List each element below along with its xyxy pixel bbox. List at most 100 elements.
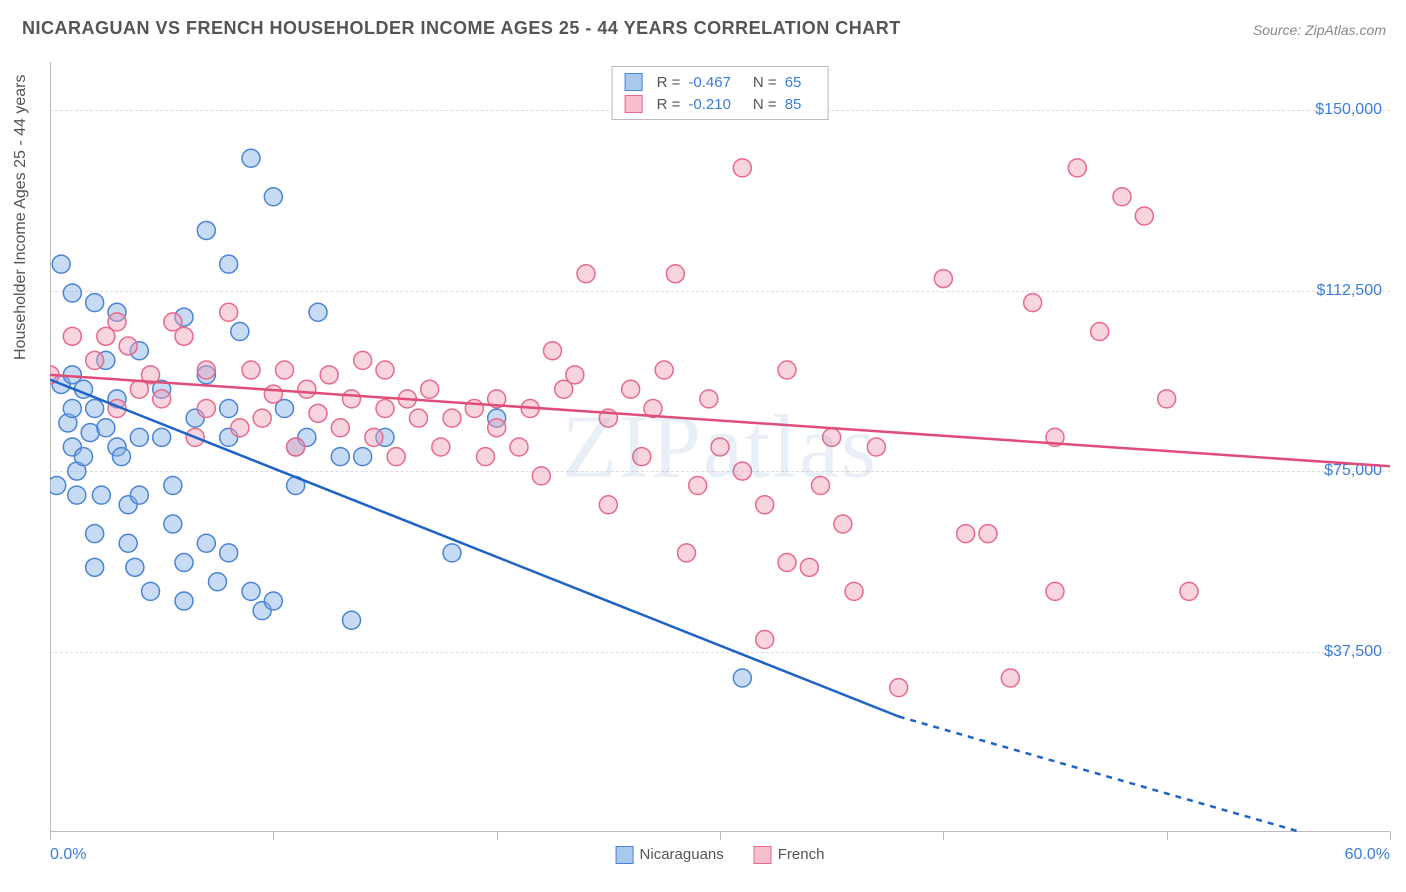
- scatter-point: [50, 477, 66, 495]
- scatter-point: [231, 419, 249, 437]
- scatter-point: [1135, 207, 1153, 225]
- scatter-point: [331, 448, 349, 466]
- scatter-point: [376, 400, 394, 418]
- scatter-point: [655, 361, 673, 379]
- scatter-point: [800, 558, 818, 576]
- scatter-point: [253, 409, 271, 427]
- scatter-point: [309, 303, 327, 321]
- scatter-point: [1001, 669, 1019, 687]
- legend-swatch: [625, 73, 643, 91]
- scatter-point: [1180, 582, 1198, 600]
- scatter-point: [287, 438, 305, 456]
- scatter-point: [197, 361, 215, 379]
- series-legend: NicaraguansFrench: [616, 846, 825, 864]
- scatter-point: [320, 366, 338, 384]
- scatter-point: [343, 390, 361, 408]
- scatter-point: [331, 419, 349, 437]
- scatter-point: [756, 496, 774, 514]
- x-tick: [720, 832, 721, 840]
- scatter-point: [197, 534, 215, 552]
- scatter-point: [309, 404, 327, 422]
- stats-legend: R = -0.467N = 65R = -0.210N = 85: [612, 66, 829, 120]
- scatter-point: [86, 400, 104, 418]
- scatter-point: [577, 265, 595, 283]
- trend-line: [50, 380, 899, 717]
- scatter-point: [387, 448, 405, 466]
- stat-label-n: N =: [753, 96, 777, 113]
- scatter-point: [220, 544, 238, 562]
- stat-value-r: -0.467: [688, 74, 731, 91]
- legend-swatch: [625, 95, 643, 113]
- scatter-point: [231, 323, 249, 341]
- scatter-point: [112, 448, 130, 466]
- scatter-point: [242, 582, 260, 600]
- scatter-point: [119, 337, 137, 355]
- scatter-point: [443, 409, 461, 427]
- legend-label: Nicaraguans: [640, 846, 724, 863]
- legend-swatch: [616, 846, 634, 864]
- scatter-point: [52, 255, 70, 273]
- scatter-point: [75, 448, 93, 466]
- scatter-point: [68, 486, 86, 504]
- scatter-point: [298, 380, 316, 398]
- scatter-point: [812, 477, 830, 495]
- scatter-point: [276, 361, 294, 379]
- stat-label-n: N =: [753, 74, 777, 91]
- scatter-point: [410, 409, 428, 427]
- scatter-point: [544, 342, 562, 360]
- scatter-point: [354, 351, 372, 369]
- x-tick: [1390, 832, 1391, 840]
- scatter-point: [63, 327, 81, 345]
- scatter-svg: [50, 62, 1390, 832]
- scatter-point: [153, 428, 171, 446]
- scatter-point: [175, 327, 193, 345]
- scatter-point: [343, 611, 361, 629]
- scatter-point: [622, 380, 640, 398]
- scatter-point: [130, 428, 148, 446]
- trend-line-extrapolated: [899, 717, 1301, 833]
- scatter-point: [130, 486, 148, 504]
- scatter-point: [733, 462, 751, 480]
- scatter-point: [689, 477, 707, 495]
- scatter-point: [242, 361, 260, 379]
- scatter-point: [1068, 159, 1086, 177]
- stats-legend-row: R = -0.467N = 65: [625, 71, 816, 93]
- scatter-point: [197, 221, 215, 239]
- plot-area: ZIPatlas $37,500$75,000$112,500$150,000 …: [50, 62, 1390, 832]
- scatter-point: [432, 438, 450, 456]
- scatter-point: [126, 558, 144, 576]
- scatter-point: [778, 554, 796, 572]
- legend-swatch: [754, 846, 772, 864]
- scatter-point: [376, 361, 394, 379]
- scatter-point: [1024, 294, 1042, 312]
- scatter-point: [834, 515, 852, 533]
- scatter-point: [599, 496, 617, 514]
- scatter-point: [86, 351, 104, 369]
- x-tick: [273, 832, 274, 840]
- scatter-point: [209, 573, 227, 591]
- scatter-point: [778, 361, 796, 379]
- stat-label-r: R =: [657, 96, 681, 113]
- scatter-point: [823, 428, 841, 446]
- scatter-point: [153, 390, 171, 408]
- scatter-point: [678, 544, 696, 562]
- stat-value-n: 85: [785, 96, 802, 113]
- x-min-label: 0.0%: [50, 846, 86, 864]
- x-tick: [943, 832, 944, 840]
- scatter-point: [421, 380, 439, 398]
- scatter-point: [86, 294, 104, 312]
- scatter-point: [164, 515, 182, 533]
- legend-item: Nicaraguans: [616, 846, 724, 864]
- scatter-point: [175, 554, 193, 572]
- scatter-point: [700, 390, 718, 408]
- scatter-point: [354, 448, 372, 466]
- scatter-point: [264, 592, 282, 610]
- scatter-point: [979, 525, 997, 543]
- scatter-point: [711, 438, 729, 456]
- scatter-point: [1113, 188, 1131, 206]
- scatter-point: [488, 419, 506, 437]
- x-tick: [50, 832, 51, 840]
- scatter-point: [63, 284, 81, 302]
- stat-value-n: 65: [785, 74, 802, 91]
- scatter-point: [197, 400, 215, 418]
